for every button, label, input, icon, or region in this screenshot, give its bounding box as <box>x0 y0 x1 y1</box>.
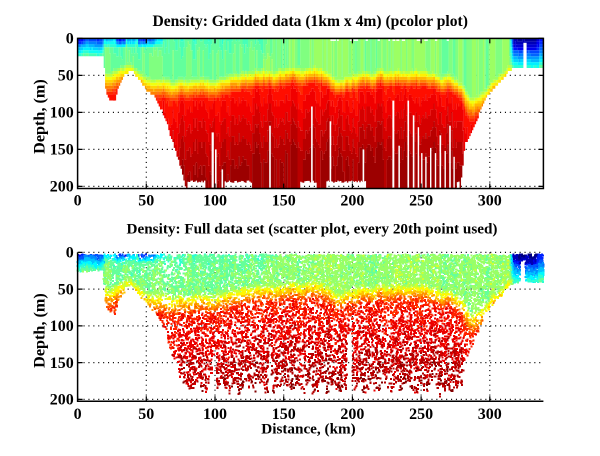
svg-text:Depth, (m): Depth, (m) <box>30 293 48 368</box>
svg-text:200: 200 <box>50 392 74 409</box>
svg-text:50: 50 <box>138 192 154 209</box>
svg-text:Density: Gridded data (1km x 4: Density: Gridded data (1km x 4m) (pcolor… <box>152 13 467 30</box>
svg-text:Density: Full data set (scatte: Density: Full data set (scatter plot, ev… <box>127 221 498 238</box>
svg-text:150: 150 <box>272 192 296 209</box>
svg-text:300: 300 <box>478 192 502 209</box>
svg-text:0: 0 <box>66 31 74 48</box>
svg-text:0: 0 <box>66 245 74 262</box>
svg-text:Depth, (m): Depth, (m) <box>30 79 48 154</box>
svg-text:50: 50 <box>58 68 74 85</box>
svg-text:0: 0 <box>74 406 82 423</box>
svg-text:300: 300 <box>478 406 502 423</box>
svg-text:100: 100 <box>203 406 227 423</box>
svg-text:150: 150 <box>272 406 296 423</box>
svg-text:200: 200 <box>340 406 364 423</box>
svg-text:50: 50 <box>138 406 154 423</box>
svg-text:100: 100 <box>203 192 227 209</box>
svg-text:0: 0 <box>74 192 82 209</box>
svg-text:250: 250 <box>409 406 433 423</box>
svg-text:150: 150 <box>50 355 74 372</box>
svg-text:200: 200 <box>340 192 364 209</box>
svg-text:250: 250 <box>409 192 433 209</box>
svg-text:100: 100 <box>50 318 74 335</box>
svg-text:200: 200 <box>50 179 74 196</box>
svg-text:100: 100 <box>50 105 74 122</box>
svg-text:Distance, (km): Distance, (km) <box>261 421 355 438</box>
svg-text:150: 150 <box>50 142 74 159</box>
svg-text:50: 50 <box>58 281 74 298</box>
